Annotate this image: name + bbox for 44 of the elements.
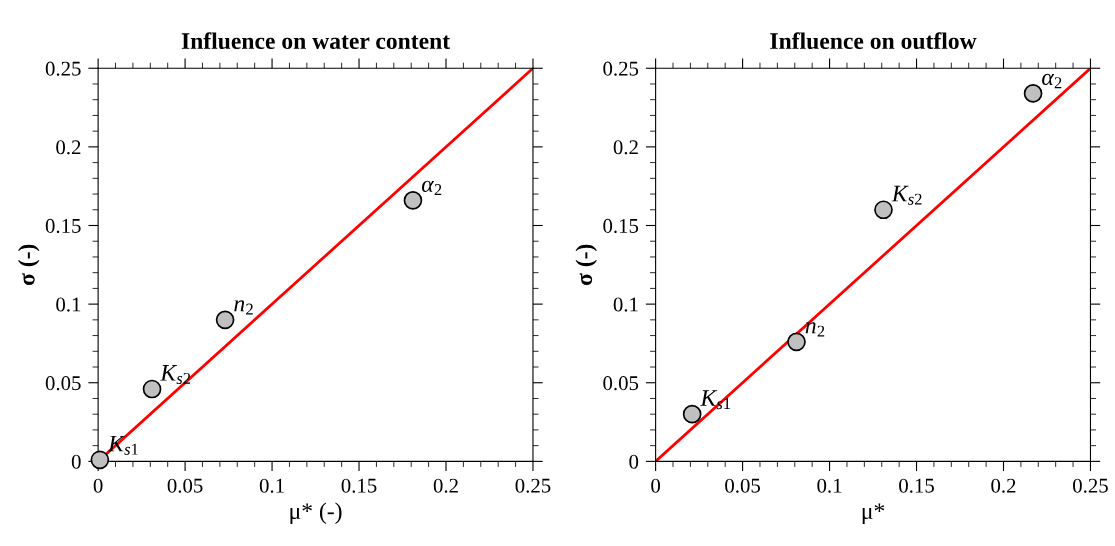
point xyxy=(1023,84,1043,103)
x-tick-label: 0.25 xyxy=(515,478,551,493)
y-tick-label: 0.1 xyxy=(56,297,81,312)
point xyxy=(90,450,110,470)
y-tick-label: 0.05 xyxy=(45,376,81,391)
y-tick-label: 0.05 xyxy=(603,376,639,391)
point xyxy=(874,200,893,220)
annotation: K$_{s2}$ xyxy=(891,185,922,205)
point xyxy=(142,379,162,399)
y-tick-label: 0.15 xyxy=(45,218,81,234)
y-axis-title: σ (-) xyxy=(575,244,597,286)
x-axis-title: μ* xyxy=(862,503,885,524)
point xyxy=(215,310,235,330)
annotation: n$_{2}$ xyxy=(234,300,253,315)
point xyxy=(403,190,423,210)
point xyxy=(682,404,702,424)
x-tick-label: 0.05 xyxy=(167,478,203,493)
x-tick-label: 0.2 xyxy=(433,478,458,493)
chart-title: Influence on outflow xyxy=(770,32,977,50)
annotation: n$_{2}$ xyxy=(805,322,825,337)
y-tick-label: 0.25 xyxy=(45,61,81,76)
y-tick-label: 0.15 xyxy=(603,218,639,234)
annotation: α$_{2}$ xyxy=(421,180,442,196)
x-axis-title: μ* (-) xyxy=(290,502,342,524)
point xyxy=(787,332,806,352)
y-tick-label: 0 xyxy=(629,454,639,469)
y-tick-label: 0 xyxy=(71,454,81,469)
x-tick-label: 0.15 xyxy=(341,478,377,493)
x-tick-label: 0.25 xyxy=(1073,478,1108,493)
x-tick-label: 0.1 xyxy=(817,478,842,493)
x-tick-label: 0 xyxy=(651,478,661,493)
chart-title: Influence on water content xyxy=(181,32,450,50)
annotation: K$_{s2}$ xyxy=(160,365,191,384)
y-tick-label: 0.2 xyxy=(613,140,638,155)
y-tick-label: 0.25 xyxy=(603,61,639,76)
y-tick-label: 0.1 xyxy=(613,297,638,312)
x-tick-label: 0.2 xyxy=(991,478,1016,493)
x-tick-label: 0 xyxy=(93,478,103,493)
annotation: α$_{2}$ xyxy=(1042,73,1062,89)
x-tick-label: 0.15 xyxy=(899,478,934,493)
y-tick-label: 0.2 xyxy=(56,140,81,155)
y-axis-title: σ (-) xyxy=(18,244,40,286)
x-tick-label: 0.05 xyxy=(725,478,761,493)
x-tick-label: 0.1 xyxy=(259,478,284,493)
